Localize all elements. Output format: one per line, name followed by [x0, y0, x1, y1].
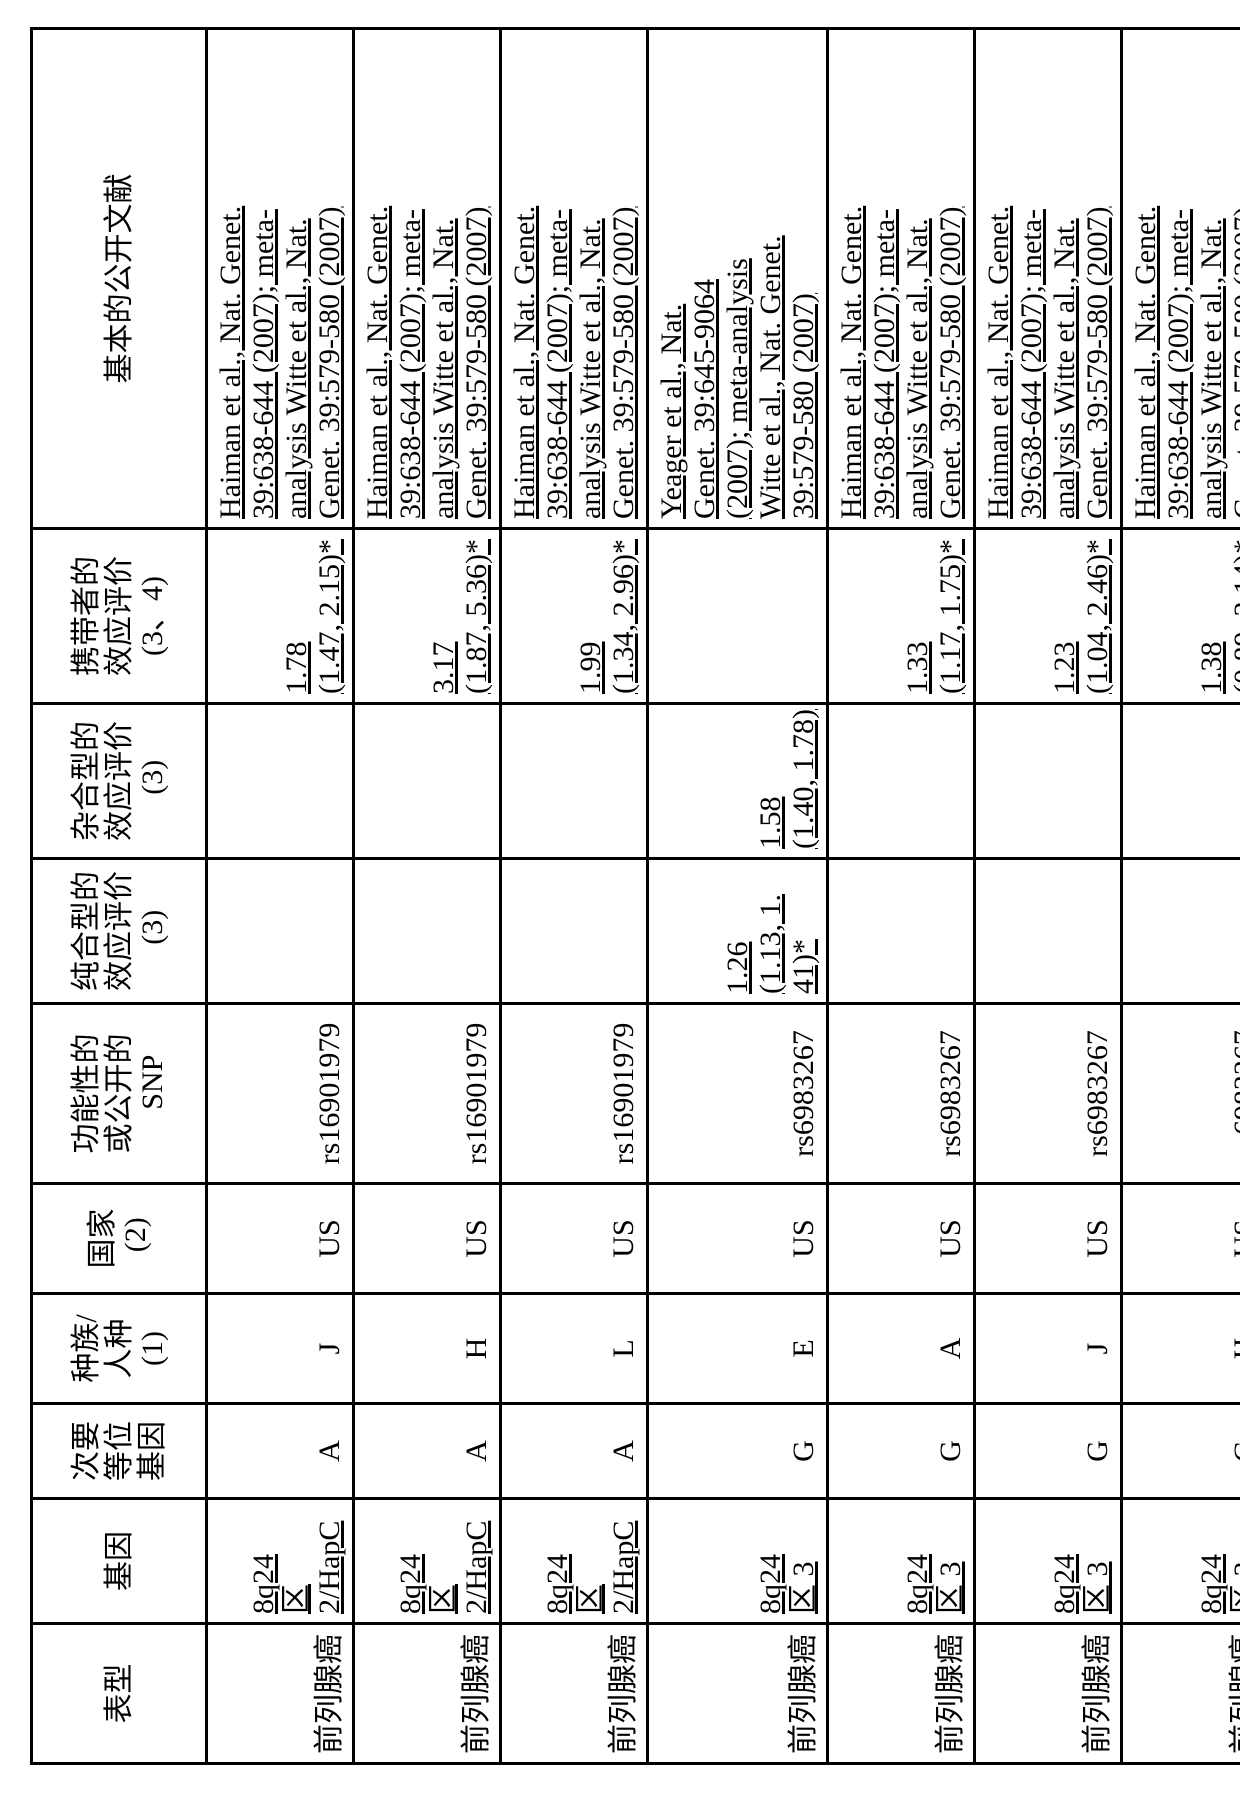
cell-carrier: 1.23(1.04, 2.46)*	[975, 529, 1122, 704]
cell-heterozygous	[501, 704, 648, 859]
cell-minor-allele: G	[648, 1404, 828, 1499]
cell-carrier: 1.99(1.34, 2.96)*	[501, 529, 648, 704]
table-body: 前列腺癌8q24区2/HapCAJUSrs169019791.78(1.47, …	[207, 29, 1240, 1764]
cell-phenotype: 前列腺癌	[207, 1624, 354, 1764]
hdr-heterozygous: 杂合型的 效应评价 (3)	[32, 704, 207, 859]
cell-gene: 8q24区 3	[1122, 1499, 1240, 1624]
cell-carrier: 1.38(0.89, 2.14)*	[1122, 529, 1240, 704]
cell-heterozygous	[1122, 704, 1240, 859]
table-row: 前列腺癌8q24区 3GEUSrs69832671.26(1.13, 1.41)…	[648, 29, 828, 1764]
hdr-phenotype: 表型	[32, 1624, 207, 1764]
cell-carrier: 3.17(1.87, 5.36)*	[354, 529, 501, 704]
cell-snp: rs6983267	[828, 1004, 975, 1184]
cell-reference: Yeager et al., Nat.Genet. 39:645-9064(20…	[648, 29, 828, 529]
hdr-race: 种族/ 人种 (1)	[32, 1294, 207, 1404]
cell-country: US	[828, 1184, 975, 1294]
cell-minor-allele: G	[975, 1404, 1122, 1499]
cell-homozygous	[207, 859, 354, 1004]
cell-snp: rs6983267	[1122, 1004, 1240, 1184]
cell-homozygous	[828, 859, 975, 1004]
table-row: 前列腺癌8q24区 3GHUSrs6983267 1.38(0.89, 2.14)…	[1122, 29, 1240, 1764]
cell-minor-allele: A	[207, 1404, 354, 1499]
cell-gene: 8q24区2/HapC	[501, 1499, 648, 1624]
cell-reference: Haiman et al., Nat. Genet.39:638-644 (20…	[501, 29, 648, 529]
cell-phenotype: 前列腺癌	[975, 1624, 1122, 1764]
cell-homozygous	[1122, 859, 1240, 1004]
cell-snp: rs16901979	[354, 1004, 501, 1184]
cell-phenotype: 前列腺癌	[828, 1624, 975, 1764]
cell-race: H	[1122, 1294, 1240, 1404]
table-row: 前列腺癌8q24区2/HapCAHUSrs16901979 3.17(1.87, …	[354, 29, 501, 1764]
hdr-gene: 基因	[32, 1499, 207, 1624]
cell-snp: rs16901979	[207, 1004, 354, 1184]
snp-table: 表型 基因 次要 等位 基因 种族/ 人种 (1) 国家 (2) 功能性的 或公…	[30, 27, 1240, 1765]
cell-reference: Haiman et al., Nat. Genet.39:638-644 (20…	[1122, 29, 1240, 529]
cell-minor-allele: A	[354, 1404, 501, 1499]
cell-snp: rs6983267	[975, 1004, 1122, 1184]
cell-reference: Haiman et al., Nat. Genet.39:638-644 (20…	[354, 29, 501, 529]
cell-phenotype: 前列腺癌	[354, 1624, 501, 1764]
cell-country: US	[648, 1184, 828, 1294]
hdr-homozygous: 纯合型的 效应评价 (3)	[32, 859, 207, 1004]
cell-race: E	[648, 1294, 828, 1404]
hdr-country: 国家 (2)	[32, 1184, 207, 1294]
cell-country: US	[975, 1184, 1122, 1294]
cell-homozygous	[975, 859, 1122, 1004]
rotated-table-wrap: 表型 基因 次要 等位 基因 种族/ 人种 (1) 国家 (2) 功能性的 或公…	[30, 30, 1210, 1765]
cell-carrier: 1.78(1.47, 2.15)*	[207, 529, 354, 704]
cell-gene: 8q24区 3	[975, 1499, 1122, 1624]
cell-race: H	[354, 1294, 501, 1404]
header-row: 表型 基因 次要 等位 基因 种族/ 人种 (1) 国家 (2) 功能性的 或公…	[32, 29, 207, 1764]
cell-race: J	[207, 1294, 354, 1404]
cell-reference: Haiman et al., Nat. Genet.39:638-644 (20…	[207, 29, 354, 529]
cell-country: US	[207, 1184, 354, 1294]
cell-heterozygous	[354, 704, 501, 859]
cell-country: US	[1122, 1184, 1240, 1294]
cell-carrier	[648, 529, 828, 704]
table-row: 前列腺癌8q24区2/HapCAJUSrs16901979 1.78(1.47, …	[207, 29, 354, 1764]
cell-country: US	[501, 1184, 648, 1294]
cell-minor-allele: G	[1122, 1404, 1240, 1499]
cell-heterozygous	[207, 704, 354, 859]
table-row: 前列腺癌8q24区2/HapCALUSrs16901979 1.99(1.34, …	[501, 29, 648, 1764]
cell-homozygous: 1.26(1.13, 1.41)*	[648, 859, 828, 1004]
cell-phenotype: 前列腺癌	[501, 1624, 648, 1764]
cell-country: US	[354, 1184, 501, 1294]
cell-snp: rs6983267	[648, 1004, 828, 1184]
cell-race: L	[501, 1294, 648, 1404]
table-row: 前列腺癌8q24区 3GAUSrs6983267 1.33(1.17, 1.75)…	[828, 29, 975, 1764]
cell-homozygous	[501, 859, 648, 1004]
cell-phenotype: 前列腺癌	[648, 1624, 828, 1764]
hdr-snp: 功能性的 或公开的 SNP	[32, 1004, 207, 1184]
cell-race: J	[975, 1294, 1122, 1404]
cell-gene: 8q24区2/HapC	[354, 1499, 501, 1624]
cell-homozygous	[354, 859, 501, 1004]
cell-heterozygous	[975, 704, 1122, 859]
hdr-minor-allele: 次要 等位 基因	[32, 1404, 207, 1499]
hdr-reference: 基本的公开文献	[32, 29, 207, 529]
cell-carrier: 1.33(1.17, 1.75)*	[828, 529, 975, 704]
cell-phenotype: 前列腺癌	[1122, 1624, 1240, 1764]
cell-gene: 8q24区 3	[828, 1499, 975, 1624]
cell-gene: 8q24区 3	[648, 1499, 828, 1624]
cell-reference: Haiman et al., Nat. Genet.39:638-644 (20…	[828, 29, 975, 529]
cell-minor-allele: G	[828, 1404, 975, 1499]
cell-reference: Haiman et al., Nat. Genet.39:638-644 (20…	[975, 29, 1122, 529]
cell-minor-allele: A	[501, 1404, 648, 1499]
hdr-carrier: 携带者的 效应评价 (3、4)	[32, 529, 207, 704]
cell-heterozygous	[828, 704, 975, 859]
cell-heterozygous: 1.58(1.40, 1.78)	[648, 704, 828, 859]
cell-gene: 8q24区2/HapC	[207, 1499, 354, 1624]
cell-snp: rs16901979	[501, 1004, 648, 1184]
cell-race: A	[828, 1294, 975, 1404]
table-row: 前列腺癌8q24区 3GJUSrs6983267 1.23(1.04, 2.46)…	[975, 29, 1122, 1764]
